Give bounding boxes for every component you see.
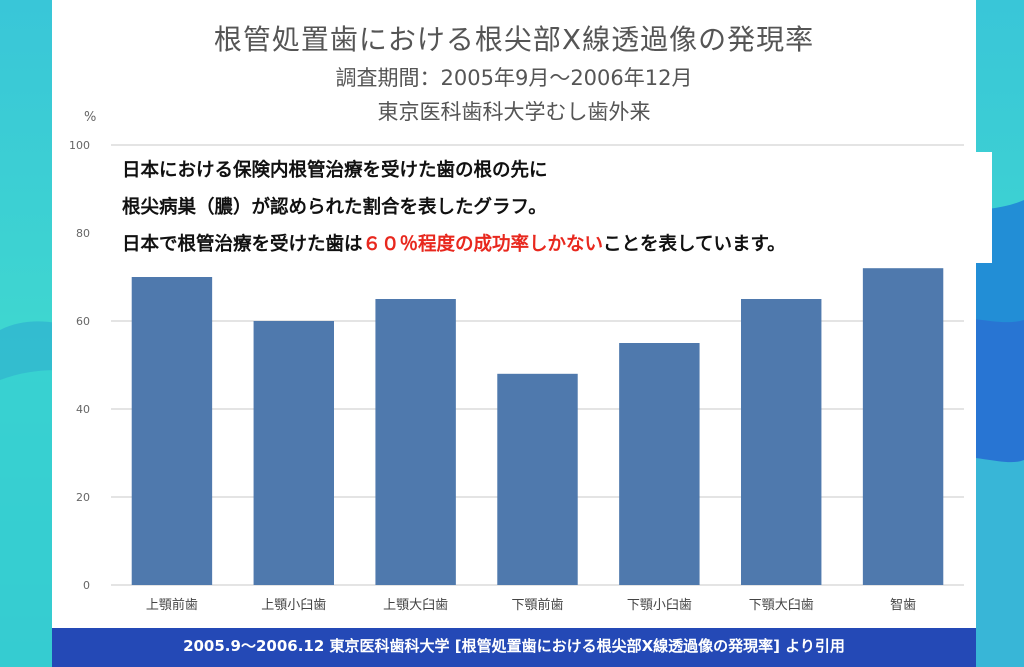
note-line-3-post: ことを表しています。 [603,234,786,255]
x-tick-label: 上顎小臼歯 [261,598,326,613]
bar [862,268,944,585]
note-line-3: 日本で根管治療を受けた歯は６０％程度の成功率しかないことを表しています。 [122,226,982,263]
bar-layer [131,268,944,585]
chart-title: 根管処置歯における根尖部X線透過像の発現率 [213,23,815,56]
x-tick-label: 下顎小臼歯 [627,598,692,613]
x-tick-label: 下顎大臼歯 [749,598,814,613]
bar [375,299,456,585]
y-tick-label: 100 [69,139,90,152]
label-layer: 0 20 40 60 80 100 上顎前歯 上顎小臼歯 上顎大臼歯 下顎前歯 下顎小臼歯 下顎大臼歯… [69,139,916,613]
note-highlight: ６０％程度の成功率しかない [362,234,604,255]
y-axis-unit: % [84,110,97,125]
bar [741,299,822,585]
source-footer: 2005.9〜2006.12 東京医科歯科大学 [根管処置歯における根尖部X線透… [52,628,976,667]
y-tick-label: 80 [76,227,90,240]
bar [253,321,334,585]
x-tick-label: 智歯 [890,598,916,613]
note-line-3-pre: 日本で根管治療を受けた歯は [122,234,363,255]
y-tick-label: 0 [83,579,90,592]
chart-subtitle-source: 東京医科歯科大学むし歯外来 [377,100,651,124]
chart-card: 0 20 40 60 80 100 上顎前歯 上顎小臼歯 上顎大臼歯 下顎前歯 下顎小臼歯 下顎大臼歯… [52,0,992,628]
y-tick-label: 40 [76,403,90,416]
bar-chart: 0 20 40 60 80 100 上顎前歯 上顎小臼歯 上顎大臼歯 下顎前歯 下顎小臼歯 下顎大臼歯… [69,139,964,613]
bar [497,373,578,585]
x-tick-label: 上顎前歯 [146,597,198,613]
y-tick-label: 60 [76,315,90,328]
x-tick-label: 上顎大臼歯 [383,598,448,613]
bar [131,277,213,585]
note-line-1: 日本における保険内根管治療を受けた歯の根の先に [122,160,548,181]
bar [619,343,700,585]
note-line-2: 根尖病巣（膿）が認められた割合を表したグラフ。 [122,197,547,218]
x-tick-label: 下顎前歯 [511,597,563,613]
y-tick-label: 20 [76,491,90,504]
chart-subtitle-period: 調査期間：2005年9月～2006年12月 [335,66,693,90]
explanation-note: 日本における保険内根管治療を受けた歯の根の先に 根尖病巣（膿）が認められた割合を… [110,152,992,263]
